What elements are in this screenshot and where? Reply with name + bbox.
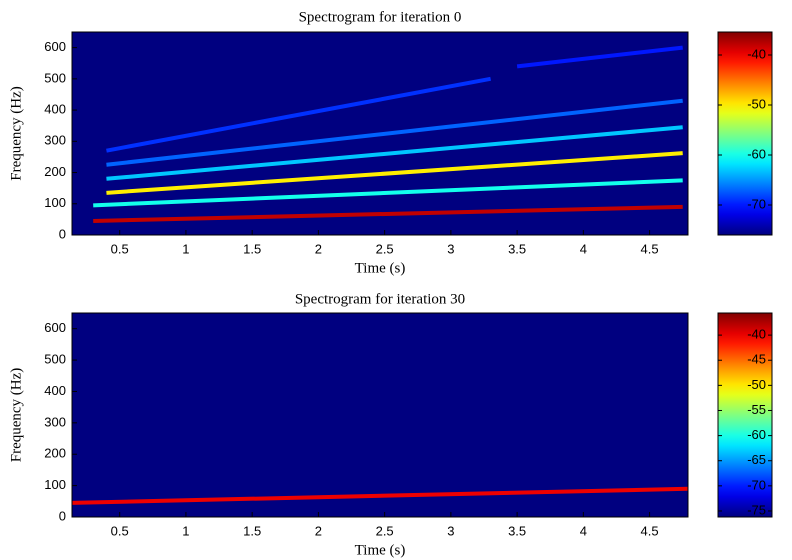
x-tick-label: 4: [580, 241, 587, 256]
colorbar-tick-label: -55: [747, 402, 766, 417]
colorbar-tick-label: -45: [747, 352, 766, 367]
harmonic-line: [93, 178, 683, 208]
y-axis-label: Frequency (Hz): [8, 86, 24, 181]
x-tick-label: 0.5: [111, 523, 129, 538]
y-tick-label: 200: [44, 446, 66, 461]
x-tick-label: 3.5: [508, 523, 526, 538]
y-tick-label: 600: [44, 320, 66, 335]
plot-background: [72, 313, 688, 517]
y-tick-label: 300: [44, 133, 66, 148]
y-tick-label: 200: [44, 164, 66, 179]
y-axis-label: Frequency (Hz): [8, 368, 24, 463]
x-tick-label: 3: [447, 241, 454, 256]
y-tick-label: 500: [44, 70, 66, 85]
y-tick-label: 400: [44, 102, 66, 117]
x-axis-label: Time (s): [355, 260, 406, 276]
y-tick-label: 0: [59, 226, 66, 241]
harmonic-line: [106, 151, 683, 195]
colorbar-tick-label: -40: [747, 327, 766, 342]
y-tick-label: 400: [44, 383, 66, 398]
harmonic-line: [106, 125, 683, 181]
harmonic-line: [93, 204, 683, 223]
x-tick-label: 1: [182, 523, 189, 538]
y-tick-label: 600: [44, 39, 66, 54]
colorbar: [717, 31, 773, 236]
x-tick-label: 2: [315, 523, 322, 538]
colorbar-tick-label: -65: [747, 452, 766, 467]
y-tick-label: 300: [44, 414, 66, 429]
x-tick-label: 2.5: [376, 523, 394, 538]
x-tick-label: 1.5: [243, 523, 261, 538]
colorbar-tick-label: -40: [747, 46, 766, 61]
y-tick-label: 500: [44, 352, 66, 367]
plot-frame: [71, 312, 689, 518]
colorbar-tick-label: -50: [747, 96, 766, 111]
x-tick-label: 1.5: [243, 241, 261, 256]
colorbar: [717, 312, 773, 518]
colorbar-tick-label: -75: [747, 502, 766, 517]
x-tick-label: 2: [315, 241, 322, 256]
x-tick-label: 1: [182, 241, 189, 256]
x-tick-label: 4.5: [641, 523, 659, 538]
colorbar-tick-label: -70: [747, 196, 766, 211]
harmonic-line: [106, 76, 491, 153]
harmonic-line: [516, 45, 683, 69]
x-axis-label: Time (s): [355, 542, 406, 558]
colorbar-tick-label: -60: [747, 427, 766, 442]
x-tick-label: 2.5: [376, 241, 394, 256]
x-tick-label: 0.5: [111, 241, 129, 256]
x-tick-label: 4.5: [641, 241, 659, 256]
plot-frame: [71, 31, 689, 236]
harmonic-line: [106, 98, 683, 167]
y-tick-label: 0: [59, 508, 66, 523]
chart-title: Spectrogram for iteration 0: [299, 9, 462, 25]
harmonic-line: [72, 486, 688, 505]
colorbar-tick-label: -50: [747, 377, 766, 392]
x-tick-label: 4: [580, 523, 587, 538]
x-tick-label: 3: [447, 523, 454, 538]
y-tick-label: 100: [44, 477, 66, 492]
chart-title: Spectrogram for iteration 30: [295, 291, 465, 307]
x-tick-label: 3.5: [508, 241, 526, 256]
y-tick-label: 100: [44, 195, 66, 210]
colorbar-tick-label: -60: [747, 146, 766, 161]
colorbar-tick-label: -70: [747, 477, 766, 492]
